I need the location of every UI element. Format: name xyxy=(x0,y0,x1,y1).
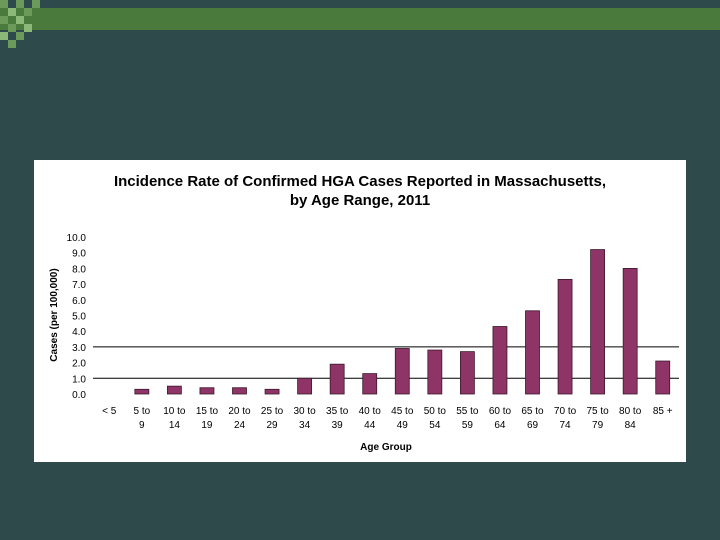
x-tick-label: 34 xyxy=(299,420,311,431)
y-tick-label: 7.0 xyxy=(72,280,86,291)
chart-title-line-2: by Age Range, 2011 xyxy=(289,192,431,209)
bar-9 xyxy=(394,348,410,395)
x-tick-label: 74 xyxy=(559,420,571,431)
x-tick-label: 5 to xyxy=(133,406,150,417)
x-tick-label: 29 xyxy=(266,420,278,431)
y-tick-label: 5.0 xyxy=(72,312,86,323)
x-tick-label: 35 to xyxy=(326,406,349,417)
chart-title-line-1: Incidence Rate of Confirmed HGA Cases Re… xyxy=(113,173,607,190)
x-tick-label: 19 xyxy=(201,420,213,431)
bar-8 xyxy=(362,373,378,395)
x-axis-label: Age Group xyxy=(360,442,412,453)
x-tick-label: 40 to xyxy=(359,406,382,417)
y-tick-label: 9.0 xyxy=(72,249,86,260)
y-tick-label: 0.0 xyxy=(72,390,86,401)
x-tick-label: 9 xyxy=(139,420,145,431)
bar-11 xyxy=(459,351,475,395)
bar-chart: 10.0 9.0 8.0 7.0 6.0 5.0 4.0 3.0 2.0 1.0 0.0 Cases … xyxy=(49,233,679,453)
bar-12 xyxy=(492,326,508,395)
x-tick-label: 30 to xyxy=(293,406,316,417)
y-tick-label: 4.0 xyxy=(72,327,86,338)
top-accent-stripe xyxy=(0,8,720,30)
x-tick-label: 55 to xyxy=(456,406,479,417)
x-tick-label: 79 xyxy=(592,420,604,431)
bar-17 xyxy=(655,360,671,395)
y-axis-label: Cases (per 100,000) xyxy=(49,268,60,361)
chart-title: Incidence Rate of Confirmed HGA Cases Re… xyxy=(34,172,686,210)
y-tick-label: 6.0 xyxy=(72,296,86,307)
y-tick-label: 1.0 xyxy=(72,374,86,385)
bar-4 xyxy=(232,387,247,395)
x-tick-label: 69 xyxy=(527,420,539,431)
x-tick-label: 85 + xyxy=(653,406,673,417)
bar-2 xyxy=(166,385,182,395)
x-tick-label: 65 to xyxy=(521,406,544,417)
bar-15 xyxy=(590,249,606,395)
x-tick-label: 59 xyxy=(462,420,474,431)
x-tick-label: 25 to xyxy=(261,406,284,417)
bar-5 xyxy=(264,388,280,395)
x-tick-label: 15 to xyxy=(196,406,219,417)
corner-checker-decoration xyxy=(0,0,48,48)
bar-10 xyxy=(427,349,443,395)
x-tick-label: 70 to xyxy=(554,406,577,417)
x-tick-label: 45 to xyxy=(391,406,414,417)
x-tick-label: 39 xyxy=(332,420,344,431)
x-tick-label: 44 xyxy=(364,420,376,431)
y-tick-label: 2.0 xyxy=(72,359,86,370)
x-tick-label: 24 xyxy=(234,420,246,431)
bar-3 xyxy=(199,387,215,395)
x-tick-label: 49 xyxy=(397,420,409,431)
bar-1 xyxy=(134,388,150,395)
x-tick-label: < 5 xyxy=(102,406,117,417)
bar-16 xyxy=(622,268,638,395)
x-tick-label: 50 to xyxy=(424,406,447,417)
x-tick-label: 60 to xyxy=(489,406,512,417)
x-tick-label: 64 xyxy=(494,420,506,431)
x-tick-label: 10 to xyxy=(163,406,186,417)
bar-6 xyxy=(297,377,313,395)
x-tick-label: 75 to xyxy=(586,406,609,417)
x-tick-label: 84 xyxy=(625,420,637,431)
x-tick-label: 14 xyxy=(169,420,181,431)
x-tick-label: 54 xyxy=(429,420,441,431)
y-tick-label: 8.0 xyxy=(72,264,86,275)
bar-13 xyxy=(525,310,540,395)
bar-14 xyxy=(557,278,573,395)
y-tick-label: 3.0 xyxy=(72,343,86,354)
bar-7 xyxy=(329,363,345,395)
y-tick-label: 10.0 xyxy=(67,233,87,244)
x-tick-label: 80 to xyxy=(619,406,642,417)
x-tick-label: 20 to xyxy=(228,406,251,417)
chart-card: Incidence Rate of Confirmed HGA Cases Re… xyxy=(34,160,686,462)
